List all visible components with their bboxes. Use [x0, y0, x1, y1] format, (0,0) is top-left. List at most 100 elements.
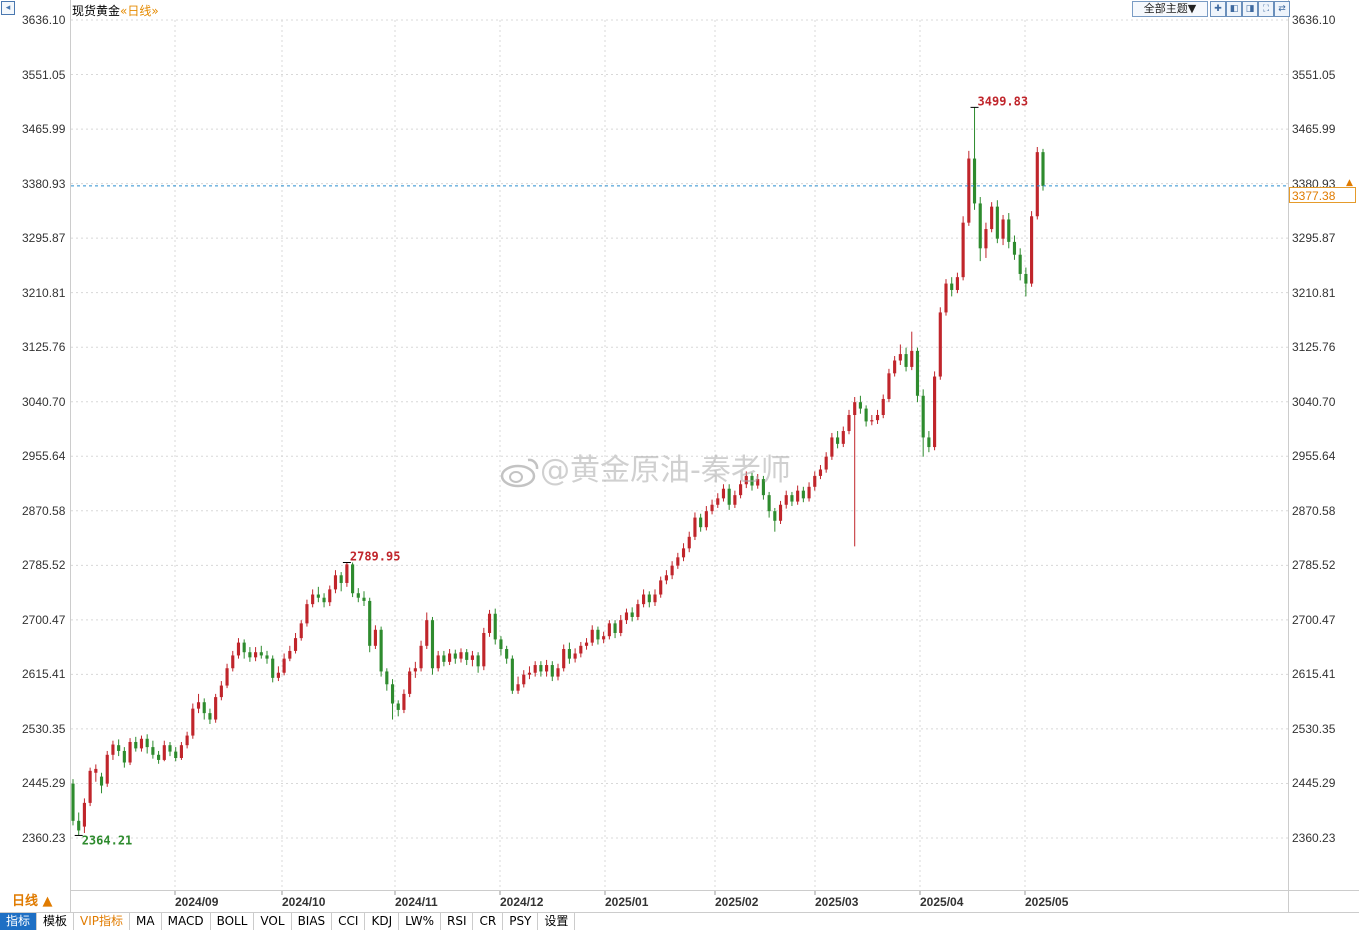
- tab-cr[interactable]: CR: [473, 913, 504, 930]
- tab-item1[interactable]: 模板: [37, 913, 75, 930]
- x-tick-label: 2025/03: [815, 895, 859, 909]
- extreme-value-label: 2364.21: [82, 833, 133, 847]
- candle-body: [351, 564, 355, 594]
- candle-body: [681, 548, 686, 558]
- candle-body: [676, 557, 680, 566]
- candle-body: [465, 652, 469, 660]
- candle-body: [818, 469, 823, 476]
- y-tick-label: 2445.29: [22, 776, 66, 791]
- tab-kdj[interactable]: KDJ: [365, 913, 400, 930]
- tab-ma[interactable]: MA: [130, 913, 162, 930]
- candle-body: [967, 158, 971, 223]
- y-tick-label: 3210.81: [1292, 285, 1336, 300]
- candle-body: [311, 594, 315, 605]
- candle-body: [174, 751, 178, 759]
- candle-body: [927, 437, 931, 448]
- panel-left-icon[interactable]: ◧: [1226, 1, 1242, 17]
- candle-body: [778, 504, 783, 521]
- candle-body: [493, 613, 497, 640]
- y-tick-label: 2530.35: [1292, 721, 1336, 736]
- tab-item0[interactable]: 指标: [0, 913, 38, 930]
- candle-body: [739, 484, 743, 496]
- panel-right-icon[interactable]: ◨: [1242, 1, 1258, 17]
- candle-body: [259, 652, 263, 656]
- y-tick-label: 2870.58: [1292, 503, 1336, 518]
- candle-body: [390, 684, 395, 704]
- candle-body: [539, 665, 543, 672]
- y-tick-label: 2785.52: [1292, 558, 1336, 573]
- candle-body: [316, 594, 320, 598]
- y-tick-label: 3551.05: [22, 67, 66, 82]
- candle-body: [1012, 241, 1017, 255]
- candle-body: [333, 575, 338, 590]
- candle-body: [356, 593, 360, 598]
- x-tick-label: 2025/02: [715, 895, 759, 909]
- link-icon[interactable]: ⇄: [1274, 1, 1290, 17]
- candle-body: [117, 745, 121, 751]
- candle-body: [293, 638, 298, 651]
- candle-body: [134, 741, 138, 749]
- candle-body: [693, 517, 697, 537]
- period-button[interactable]: 日线 ▲: [0, 893, 69, 911]
- candle-body: [567, 649, 571, 659]
- candle-body: [562, 649, 566, 669]
- candle-body: [402, 693, 406, 710]
- plus-square-icon[interactable]: ✚: [1210, 1, 1226, 17]
- tab-vip[interactable]: VIP指标: [74, 913, 131, 930]
- tab-cci[interactable]: CCI: [332, 913, 366, 930]
- x-tick-label: 2024/09: [175, 895, 219, 909]
- tab-macd[interactable]: MACD: [162, 913, 211, 930]
- left-axis-border: [70, 0, 71, 912]
- candle-body: [841, 431, 845, 444]
- candle-body: [1035, 152, 1039, 217]
- candle-body: [573, 653, 577, 659]
- candle-body: [830, 437, 834, 457]
- candle-body: [77, 820, 81, 831]
- candle-body: [214, 697, 218, 720]
- candle-body: [94, 768, 98, 773]
- candle-body: [470, 655, 474, 660]
- x-axis-border: [70, 890, 1359, 891]
- candle-body: [453, 653, 457, 659]
- theme-select[interactable]: 全部主题▼: [1132, 1, 1208, 17]
- candle-body: [647, 594, 651, 603]
- tab-bias[interactable]: BIAS: [292, 913, 333, 930]
- candle-body: [984, 229, 988, 249]
- y-tick-label: 2360.23: [1292, 831, 1336, 845]
- fullscreen-icon[interactable]: ⛶: [1258, 1, 1274, 17]
- right-axis-border: [1288, 0, 1289, 912]
- candle-body: [1007, 219, 1011, 242]
- candle-body: [773, 511, 777, 521]
- candle-body: [898, 354, 902, 361]
- candle-body: [915, 350, 920, 396]
- candle-body: [607, 623, 611, 637]
- candle-body: [961, 222, 965, 278]
- candle-body: [550, 665, 554, 677]
- candle-body: [972, 158, 977, 204]
- candle-body: [527, 672, 532, 675]
- tab-item14[interactable]: 设置: [538, 913, 576, 930]
- candle-body: [282, 658, 286, 673]
- tab-lw[interactable]: LW%: [399, 913, 441, 930]
- collapse-panel-icon[interactable]: ◂: [1, 1, 15, 15]
- candle-body: [88, 770, 92, 803]
- x-tick-label: 2024/12: [500, 895, 544, 909]
- y-tick-label: 3295.87: [1292, 231, 1336, 246]
- candle-body: [664, 575, 668, 581]
- tab-rsi[interactable]: RSI: [441, 913, 474, 930]
- candle-body: [396, 703, 400, 710]
- candle-body: [362, 597, 366, 601]
- candle-body: [733, 495, 737, 505]
- tab-psy[interactable]: PSY: [503, 913, 539, 930]
- y-tick-label: 3636.10: [1292, 13, 1336, 27]
- tab-boll[interactable]: BOLL: [211, 913, 255, 930]
- candle-body: [944, 283, 948, 313]
- candle-body: [921, 395, 925, 438]
- candle-body: [642, 594, 646, 605]
- y-tick-label: 3040.70: [22, 394, 66, 409]
- candle-body: [459, 652, 463, 659]
- candle-body: [756, 479, 760, 486]
- tab-vol[interactable]: VOL: [254, 913, 292, 930]
- watermark-text: @黄金原油-秦老师: [540, 453, 791, 488]
